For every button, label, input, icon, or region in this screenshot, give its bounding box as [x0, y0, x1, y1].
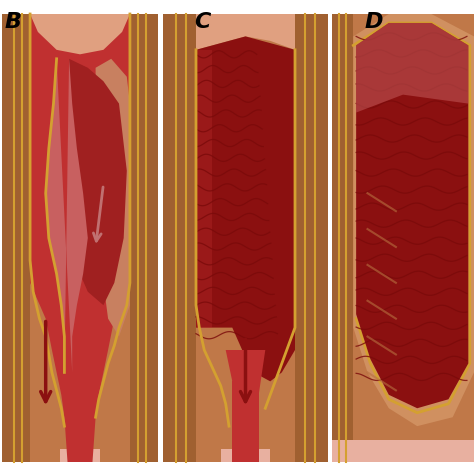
Polygon shape	[163, 14, 196, 462]
Text: B: B	[5, 12, 22, 32]
Polygon shape	[2, 14, 30, 462]
Text: D: D	[365, 12, 383, 32]
Polygon shape	[356, 23, 468, 112]
Polygon shape	[163, 14, 328, 462]
Polygon shape	[196, 50, 212, 328]
Polygon shape	[295, 14, 328, 462]
Polygon shape	[332, 14, 353, 462]
Polygon shape	[96, 59, 130, 337]
Polygon shape	[332, 439, 474, 462]
Polygon shape	[130, 14, 158, 462]
Polygon shape	[60, 448, 100, 462]
Polygon shape	[2, 14, 158, 462]
Polygon shape	[221, 448, 270, 462]
Polygon shape	[196, 36, 295, 382]
Polygon shape	[356, 23, 468, 408]
Polygon shape	[232, 382, 259, 462]
Polygon shape	[332, 14, 474, 462]
Polygon shape	[46, 59, 88, 373]
Polygon shape	[30, 14, 130, 55]
Text: C: C	[194, 12, 210, 32]
Polygon shape	[226, 350, 265, 417]
Polygon shape	[30, 14, 130, 462]
Polygon shape	[196, 14, 295, 50]
Polygon shape	[67, 59, 127, 305]
Polygon shape	[353, 14, 474, 426]
